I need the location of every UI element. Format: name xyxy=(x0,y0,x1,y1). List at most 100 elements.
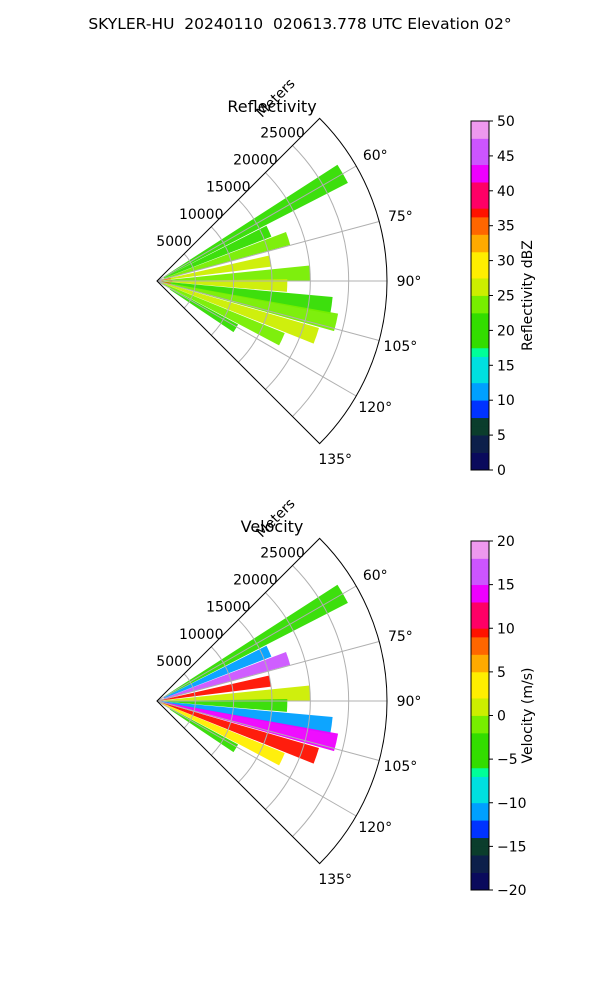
azimuth-spoke xyxy=(156,700,357,817)
azimuth-spoke xyxy=(156,220,380,282)
colorbar-segment xyxy=(471,619,489,629)
colorbar-segment xyxy=(471,558,489,568)
colorbar-segment xyxy=(471,251,489,261)
data-band-2 xyxy=(157,231,291,281)
colorbar-segment xyxy=(471,698,489,708)
colorbar-segment xyxy=(471,671,489,681)
data-band-8 xyxy=(157,701,319,764)
colorbar-segment xyxy=(471,260,489,270)
azimuth-tick-label: 120° xyxy=(358,820,392,836)
colorbar-tick-label: −20 xyxy=(497,883,527,899)
colorbar-segment xyxy=(471,391,489,401)
colorbar-tick-label: 45 xyxy=(497,149,515,165)
colorbar-segment xyxy=(471,855,489,865)
colorbar-tick-label: 10 xyxy=(497,621,515,637)
radial-tick-label: 5000 xyxy=(156,654,192,670)
panel-title: Reflectivity xyxy=(227,97,316,116)
colorbar-tick-label: 0 xyxy=(497,463,506,479)
data-band-9 xyxy=(157,701,285,766)
colorbar-segment xyxy=(471,741,489,751)
radial-tick-label: 15000 xyxy=(206,180,251,196)
colorbar-tick-label: 15 xyxy=(497,358,515,374)
colorbar: 0 5 10 15 20 25 30 35 40 45 50 Reflectivity dBZ xyxy=(470,114,536,479)
colorbar-segment xyxy=(471,584,489,594)
colorbar-segment xyxy=(471,759,489,769)
colorbar-segment xyxy=(471,663,489,673)
colorbar-tick-label: 30 xyxy=(497,254,515,270)
azimuth-spoke xyxy=(156,640,380,702)
colorbar-tick-label: 40 xyxy=(497,184,515,200)
azimuth-tick-label: 90° xyxy=(397,274,422,290)
colorbar-segment xyxy=(471,269,489,279)
sector-outline xyxy=(156,117,388,445)
colorbar-segment xyxy=(471,654,489,664)
colorbar-segment xyxy=(471,785,489,795)
colorbar-tick-label: 35 xyxy=(497,219,515,235)
colorbar-segment xyxy=(471,312,489,323)
colorbar-tick-label: −10 xyxy=(497,796,527,812)
colorbar-segment xyxy=(471,689,489,699)
colorbar-segment xyxy=(471,330,489,340)
colorbar-segment xyxy=(471,628,489,638)
colorbar-segment xyxy=(471,356,489,366)
radial-tick-label: 20000 xyxy=(233,153,278,169)
colorbar-segment xyxy=(471,602,489,612)
radial-tick-label: 25000 xyxy=(260,545,305,561)
colorbar-segment xyxy=(471,408,489,419)
colorbar: −20 −15 −10 −5 0 5 10 15 20 Velocity (m/s) xyxy=(470,534,536,899)
colorbar-tick-label: 5 xyxy=(497,428,506,444)
data-band-5 xyxy=(157,699,288,712)
azimuth-tick-label: 75° xyxy=(388,209,413,225)
data-band-3 xyxy=(157,255,272,281)
colorbar-segment xyxy=(471,173,489,183)
azimuth-tick-label: 135° xyxy=(318,872,352,888)
colorbar-segment xyxy=(471,776,489,786)
colorbar-segment xyxy=(471,121,489,131)
colorbar-segment xyxy=(471,417,489,427)
colorbar-segment xyxy=(471,347,489,357)
panel-title: Velocity xyxy=(241,517,304,536)
colorbar-segment xyxy=(471,732,489,743)
colorbar-segment xyxy=(471,863,489,873)
colorbar-segment xyxy=(471,147,489,157)
colorbar-tick-label: 20 xyxy=(497,534,515,550)
colorbar-segment xyxy=(471,365,489,375)
azimuth-spoke xyxy=(156,585,357,702)
colorbar-tick-label: 25 xyxy=(497,289,515,305)
colorbar-segment xyxy=(471,190,489,200)
colorbar-segment xyxy=(471,567,489,577)
sector-outline xyxy=(156,537,388,865)
colorbar-segment xyxy=(471,243,489,253)
azimuth-tick-label: 105° xyxy=(384,339,418,355)
colorbar-segment xyxy=(471,199,489,209)
colorbar-segment xyxy=(471,400,489,410)
data-band-1 xyxy=(163,645,272,699)
data-band-8 xyxy=(157,281,319,344)
colorbar-segment xyxy=(471,724,489,734)
colorbar-label: Velocity (m/s) xyxy=(520,668,536,764)
colorbar-segment xyxy=(471,216,489,227)
azimuth-spoke xyxy=(156,165,357,282)
colorbar-segment xyxy=(471,575,489,586)
colorbar-segment xyxy=(471,593,489,603)
colorbar-segment xyxy=(471,339,489,349)
azimuth-spoke xyxy=(156,280,357,397)
colorbar-segment xyxy=(471,164,489,174)
colorbar-segment xyxy=(471,715,489,725)
azimuth-tick-label: 135° xyxy=(318,452,352,468)
colorbar-segment xyxy=(471,794,489,804)
colorbar-segment xyxy=(471,435,489,445)
colorbar-segment xyxy=(471,846,489,856)
colorbar-tick-label: 15 xyxy=(497,578,515,594)
colorbar-segment xyxy=(471,286,489,296)
data-band-1 xyxy=(163,225,272,279)
azimuth-tick-label: 60° xyxy=(363,148,388,164)
data-band-10 xyxy=(169,288,239,333)
colorbar-segment xyxy=(471,767,489,777)
colorbar-segment xyxy=(471,452,489,462)
colorbar-segment xyxy=(471,321,489,331)
colorbar-segment xyxy=(471,461,489,471)
azimuth-tick-label: 105° xyxy=(384,759,418,775)
colorbar-segment xyxy=(471,636,489,647)
